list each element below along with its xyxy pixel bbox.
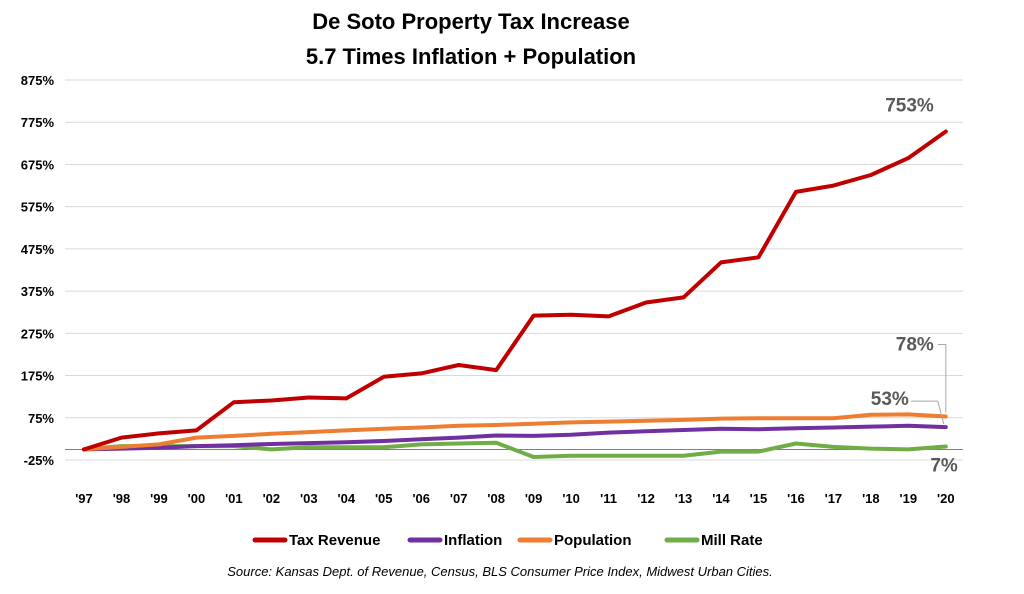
y-tick-label: 575% <box>21 200 55 215</box>
x-tick-label: '07 <box>450 491 468 506</box>
x-tick-label: '02 <box>263 491 281 506</box>
y-tick-label: 275% <box>21 326 55 341</box>
x-tick-label: '17 <box>825 491 843 506</box>
x-tick-label: '99 <box>150 491 168 506</box>
chart-title-line-1: De Soto Property Tax Increase <box>312 9 630 34</box>
callout-leader <box>937 344 947 413</box>
source-note: Source: Kansas Dept. of Revenue, Census,… <box>227 564 773 579</box>
callout-tax-revenue: 753% <box>885 96 934 117</box>
y-tick-label: 675% <box>21 157 55 172</box>
callout-inflation: 53% <box>871 389 909 410</box>
legend-label: Tax Revenue <box>289 532 380 549</box>
x-tick-label: '20 <box>937 491 955 506</box>
legend-label: Mill Rate <box>701 532 763 549</box>
y-axis-tick-labels: 875% 775% 675% 575% 475% 375% 275% 175% 75% -25% <box>21 73 55 468</box>
series-line-tax-revenue <box>82 129 948 452</box>
x-tick-label: '13 <box>675 491 693 506</box>
x-tick-label: '19 <box>900 491 918 506</box>
callout-leader <box>910 400 945 425</box>
legend-label: Population <box>554 532 632 549</box>
y-tick-label: 875% <box>21 73 55 88</box>
callout-mill-rate: 7% <box>930 455 958 476</box>
y-tick-label: 775% <box>21 115 55 130</box>
x-tick-label: '01 <box>225 491 243 506</box>
x-tick-label: '15 <box>750 491 768 506</box>
x-tick-label: '10 <box>562 491 580 506</box>
series-line-inflation <box>82 423 948 452</box>
y-tick-label: 375% <box>21 284 55 299</box>
x-tick-label: '18 <box>862 491 880 506</box>
y-tick-label: 75% <box>28 411 54 426</box>
x-tick-label: '12 <box>637 491 655 506</box>
x-tick-label: '06 <box>412 491 430 506</box>
x-tick-label: '05 <box>375 491 393 506</box>
y-tick-label: 475% <box>21 242 55 257</box>
x-tick-label: '00 <box>188 491 206 506</box>
callout-population: 78% <box>896 335 934 356</box>
legend-label: Inflation <box>444 532 502 549</box>
x-tick-label: '03 <box>300 491 318 506</box>
chart-title-line-2: 5.7 Times Inflation + Population <box>306 44 636 69</box>
x-tick-label: '09 <box>525 491 543 506</box>
x-tick-label: '04 <box>338 491 356 506</box>
y-tick-label: -25% <box>24 453 55 468</box>
x-tick-label: '08 <box>487 491 505 506</box>
series-line-population <box>82 412 948 452</box>
value-callouts: 753% 78% 53% 7% <box>871 96 958 477</box>
x-tick-label: '98 <box>113 491 131 506</box>
x-tick-label: '97 <box>75 491 93 506</box>
x-tick-label: '16 <box>787 491 805 506</box>
gridlines <box>65 79 963 461</box>
y-tick-label: 175% <box>21 369 55 384</box>
series-lines <box>82 129 948 459</box>
x-tick-label: '11 <box>600 491 617 506</box>
x-axis-tick-labels: '97 '98 '99 '00 '01 '02 '03 '04 '05 '06 '07 '08 '09 '… <box>75 491 954 506</box>
x-tick-label: '14 <box>712 491 730 506</box>
legend: Tax Revenue Inflation Population Mill Rate <box>252 532 763 549</box>
